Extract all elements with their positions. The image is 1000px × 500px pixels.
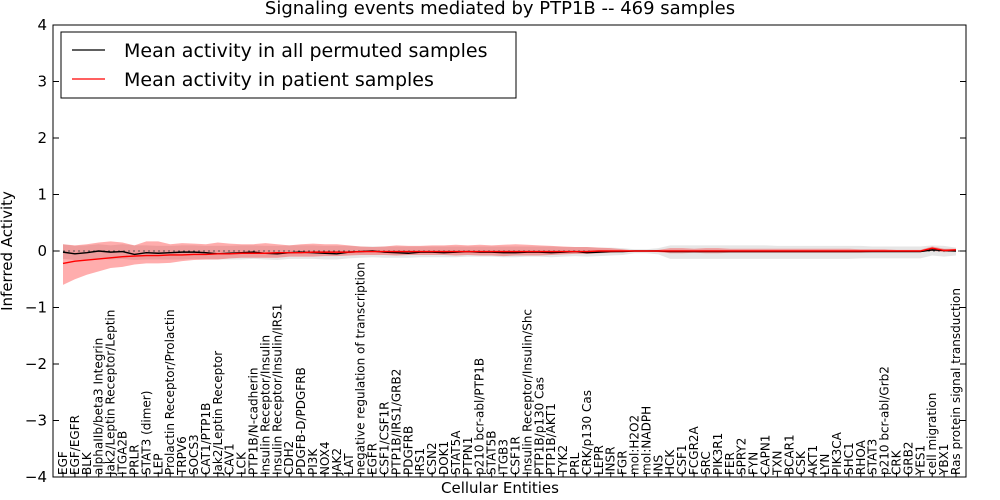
plot-frame <box>52 24 967 478</box>
x-tick-label: CAV1 <box>223 443 237 475</box>
x-tick-label: ITGB3 <box>497 439 511 475</box>
x-tick-label: PTP1B/N-cadherin <box>247 368 261 475</box>
x-tick-label: INS <box>651 455 665 475</box>
chart-title: Signaling events mediated by PTP1B -- 46… <box>265 0 735 19</box>
x-tick-label: LEP <box>151 453 165 475</box>
x-tick-label: TXN <box>770 450 784 476</box>
x-tick-label: PRL <box>568 452 582 475</box>
x-tick-label: SPRY2 <box>735 438 749 475</box>
x-tick-label: BCAR1 <box>782 434 796 475</box>
x-tick-label: Ras protein signal transduction <box>949 288 963 475</box>
x-tick-label: SHC1 <box>842 442 856 475</box>
x-tick-label: Insulin Receptor/Insulin/IRS1 <box>270 304 284 475</box>
x-tick-label: LEPR <box>592 445 606 475</box>
x-tick-label: CRK <box>889 449 903 475</box>
x-tick-label: PDGFB-D/PDGFRB <box>294 367 308 475</box>
x-tick-label: STAT5A <box>449 430 463 475</box>
x-tick-label: Jak2/Leptin Receptor <box>211 351 225 476</box>
x-tick-label: CSK <box>794 450 808 475</box>
x-tick-label: EGF/EGFR <box>68 415 82 475</box>
x-tick-label: PIK3CA <box>830 431 844 475</box>
x-tick-label: ITGA2B <box>116 431 130 475</box>
x-tick-label: CDH2 <box>282 441 296 475</box>
x-tick-label: CAT1/PTP1B <box>199 403 213 475</box>
x-tick-label: IRS1 <box>413 448 427 475</box>
x-tick-label: HCK <box>663 449 677 475</box>
x-tick-label: alphaIIb/beta3 Integrin <box>92 338 106 475</box>
x-tick-label: mol:NADPH <box>639 406 653 475</box>
x-tick-label: PTP1B/IRS1/GRB2 <box>389 369 403 475</box>
x-tick-label: Jak2/Leptin Receptor/Leptin <box>104 310 118 476</box>
x-tick-label: TYK2 <box>556 445 570 476</box>
x-tick-label: Insulin Receptor/Insulin/Shc <box>520 309 534 475</box>
y-tick-label: −1 <box>25 299 47 317</box>
x-tick-label: RHOA <box>854 439 868 475</box>
y-tick-label: −3 <box>25 412 47 430</box>
x-tick-label: FER <box>723 452 737 475</box>
legend: Mean activity in all permuted samples Me… <box>60 31 517 99</box>
y-tick-label: 2 <box>37 129 47 147</box>
x-tick-label: YBX1 <box>937 444 951 476</box>
x-tick-label: cell migration <box>925 393 939 475</box>
y-tick-label: 0 <box>37 242 47 260</box>
x-tick-label: CSF1 <box>675 444 689 475</box>
line-patient-mean <box>62 247 957 265</box>
legend-box <box>60 31 517 99</box>
x-tick-label: negative regulation of transcription <box>354 262 368 475</box>
y-tick-label: 3 <box>37 73 47 91</box>
y-tick-label: 1 <box>37 186 47 204</box>
x-tick-label: EGF <box>56 451 70 475</box>
x-tick-label: LAT <box>342 453 356 475</box>
x-tick-label: TRPV6 <box>175 436 189 476</box>
series-lines <box>53 247 966 265</box>
x-tick-label: INSR <box>604 447 618 475</box>
x-tick-label: SRC <box>699 451 713 475</box>
x-tick-label: CRK/p130 Cas <box>580 390 594 475</box>
x-tick-label: Insulin Receptor/Insulin <box>258 335 272 475</box>
x-tick-label: PTP1B/p130 Cas <box>532 377 546 475</box>
x-tick-label: CSF1R <box>508 436 522 475</box>
x-tick-label: FYN <box>747 452 761 475</box>
x-tick-label: Prolactin Receptor/Prolactin <box>163 309 177 475</box>
y-axis-label: Inferred Activity <box>0 191 16 311</box>
x-tick-label: mol:H2O2 <box>628 415 642 475</box>
confidence-bands <box>63 241 956 285</box>
x-axis-label: Cellular Entities <box>441 479 559 497</box>
x-tick-label: PIK3R1 <box>711 433 725 475</box>
x-tick-label: LYN <box>818 454 832 475</box>
x-tick-label: FGR <box>616 450 630 475</box>
x-tick-label: YES1 <box>913 445 927 476</box>
x-tick-label: p210 bcr-abl/Grb2 <box>878 366 892 475</box>
x-tick-label: CSN2 <box>425 442 439 475</box>
x-tick-label: PTPN1 <box>461 437 475 475</box>
x-tick-label: JAK2 <box>330 448 344 476</box>
x-tick-label: EGFR <box>366 443 380 475</box>
y-axis: −4 −3 −2 −1 0 1 2 3 4 <box>25 16 966 486</box>
x-tick-label: NOX4 <box>318 441 332 475</box>
x-tick-label: FCGR2A <box>687 425 701 475</box>
legend-label-patient: Mean activity in patient samples <box>124 69 434 91</box>
x-tick-label: STAT3 <box>866 439 880 475</box>
legend-label-permuted: Mean activity in all permuted samples <box>124 40 487 62</box>
x-tick-label: PDGFRB <box>401 426 415 475</box>
x-tick-label: BLK <box>80 451 94 475</box>
y-tick-label: −4 <box>25 468 47 486</box>
x-tick-label: SOCS3 <box>187 434 201 475</box>
x-tick-label: PTP1B/AKT1 <box>544 403 558 475</box>
x-tick-label: STAT5B <box>485 431 499 476</box>
x-tick-label: p210 bcr-abl/PTP1B <box>473 358 487 475</box>
y-tick-label: −2 <box>25 355 47 373</box>
x-tick-label: CAPN1 <box>758 435 772 475</box>
x-tick-label: PRLR <box>127 444 141 475</box>
x-tick-label: CSF1/CSF1R <box>377 402 391 475</box>
x-tick-label: AKT1 <box>806 445 820 475</box>
x-tick-label: STAT3 (dimer) <box>139 391 153 475</box>
x-tick-label: DOK1 <box>437 441 451 475</box>
y-tick-label: 4 <box>37 16 47 34</box>
x-tick-label: LCK <box>235 451 249 475</box>
x-tick-label: PI3K <box>306 448 320 475</box>
x-tick-label: GRB2 <box>901 441 915 475</box>
